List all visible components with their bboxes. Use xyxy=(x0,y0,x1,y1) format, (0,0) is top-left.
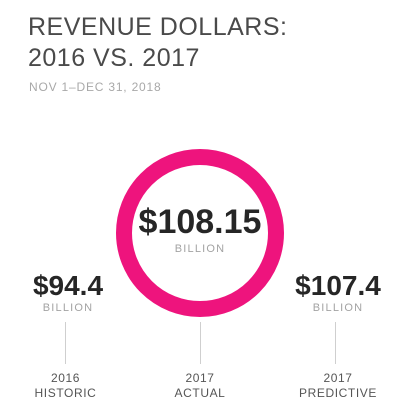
label-2016-historic-year: 2016 xyxy=(50,371,81,385)
chart-title-line-2: 2016 VS. 2017 xyxy=(28,44,200,72)
label-2017-actual: 2017 ACTUAL xyxy=(150,371,250,401)
label-2017-predictive: 2017 PREDICTIVE xyxy=(282,371,394,401)
leader-line-2016-historic xyxy=(65,322,66,364)
value-2017-predictive: $107.4 xyxy=(295,270,381,301)
chart-title: REVENUE DOLLARS: 2016 VS. 2017 xyxy=(28,12,287,74)
label-2017-actual-type: ACTUAL xyxy=(174,386,226,400)
leader-line-2017-predictive xyxy=(335,322,336,364)
label-2017-predictive-year: 2017 xyxy=(323,371,353,385)
value-2017-actual: $108.15 xyxy=(138,203,262,241)
label-2016-historic: 2016 HISTORIC xyxy=(13,371,118,401)
value-2016-historic: $94.4 xyxy=(32,270,104,301)
label-2016-historic-type: HISTORIC xyxy=(34,386,97,400)
chart-title-line-1: REVENUE DOLLARS: xyxy=(28,13,288,41)
leader-line-2017-actual xyxy=(200,322,201,364)
unit-2017-predictive: BILLION xyxy=(312,302,364,314)
unit-2016-historic: BILLION xyxy=(42,302,94,314)
label-2017-predictive-type: PREDICTIVE xyxy=(298,386,377,400)
label-2017-actual-year: 2017 xyxy=(185,371,215,385)
unit-2017-actual: BILLION xyxy=(174,243,226,255)
date-range-subtitle: NOV 1–DEC 31, 2018 xyxy=(29,80,162,94)
